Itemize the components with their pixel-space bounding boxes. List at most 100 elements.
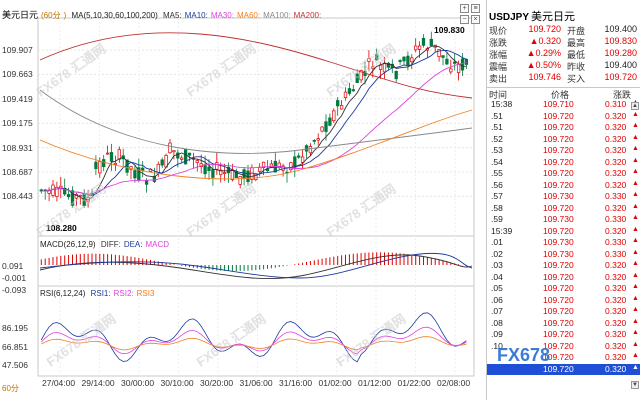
period-button[interactable]: 60分	[2, 384, 19, 393]
tick-row[interactable]: 109.720 0.320 ▲	[487, 363, 640, 375]
tick-row[interactable]: .10 109.720 0.320 ▲	[487, 341, 640, 353]
candle-body	[156, 163, 160, 173]
tick-price: 109.720	[543, 283, 574, 293]
tick-price: 109.720	[543, 179, 574, 190]
tick-price: 109.730	[543, 248, 574, 259]
time-axis-label: 30/20:00	[200, 378, 234, 388]
settings-icon[interactable]: ≡	[471, 4, 480, 13]
quote-row: 涨幅 ▲0.29% 最低 109.280	[489, 48, 639, 60]
tick-row[interactable]: .55 109.720 0.320 ▲	[487, 168, 640, 180]
macd-label: MACD(26,12,9)	[40, 240, 96, 249]
up-arrow-icon: ▲	[632, 363, 639, 371]
tick-row[interactable]: .51 109.720 0.320 ▲	[487, 122, 640, 134]
tick-row[interactable]: .03 109.720 0.320 ▲	[487, 260, 640, 272]
candle-body	[414, 45, 418, 51]
tick-row[interactable]: 109.720 0.320 ▲	[487, 352, 640, 364]
price-axis-label: 109.419	[2, 93, 33, 104]
tick-row[interactable]: .07 109.720 0.320 ▲	[487, 306, 640, 318]
price-axis-label: 108.687	[2, 167, 33, 177]
price-axis-label: 109.907	[2, 45, 33, 55]
tick-row[interactable]: .01 109.730 0.330 ▲	[487, 237, 640, 249]
rsi-axis-label: 66.851	[2, 341, 28, 352]
tick-row[interactable]: .06 109.720 0.320 ▲	[487, 295, 640, 307]
tick-list[interactable]: 15:38 109.710 0.310 ▲ .51 109.720 0.320 ▲ .51 109…	[487, 99, 640, 375]
tick-change: 0.320	[605, 317, 627, 328]
tick-row[interactable]: 15:38 109.710 0.310 ▲	[487, 99, 640, 111]
ma-legend-item: MA30:	[210, 11, 234, 20]
candle-body	[367, 58, 371, 62]
candle-body	[265, 168, 270, 172]
tick-row[interactable]: .57 109.730 0.330 ▲	[487, 191, 640, 203]
tick-row[interactable]: .52 109.720 0.320 ▲	[487, 134, 640, 146]
up-arrow-icon: ▲	[632, 191, 639, 198]
candle-body	[343, 91, 348, 98]
tick-time: .57	[491, 191, 503, 201]
tick-row[interactable]: .04 109.720 0.320 ▲	[487, 272, 640, 284]
tick-change: 0.320	[605, 179, 627, 190]
tick-row[interactable]: .53 109.720 0.320 ▲	[487, 145, 640, 157]
tick-row[interactable]: .58 109.720 0.320 ▲	[487, 203, 640, 215]
rsi-legend-item: RSI3	[136, 289, 155, 298]
rsi-axis-label: 86.195	[2, 323, 28, 333]
price-axis-label: 109.175	[2, 118, 33, 129]
quote-value: ▲0.29%	[526, 48, 561, 58]
tick-row[interactable]: 15:39 109.720 0.320 ▲	[487, 226, 640, 238]
rsi1-line	[40, 312, 467, 363]
tick-time: .56	[491, 179, 503, 190]
tick-row[interactable]: .54 109.720 0.320 ▲	[487, 157, 640, 169]
tick-price: 109.720	[543, 133, 574, 144]
tick-header-price: 价格	[551, 90, 570, 100]
kline-chart-area[interactable]: 美元日元 (60分) MA(5,10,30,60,100,200) MA5: MA1…	[0, 0, 486, 400]
candle-body	[152, 175, 157, 182]
tick-row[interactable]: .05 109.720 0.320 ▲	[487, 283, 640, 295]
scroll-up-icon[interactable]: ▲	[631, 102, 639, 110]
candle-body	[109, 152, 114, 162]
quote-value: ▲0.320	[529, 36, 561, 46]
tick-row[interactable]: .51 109.720 0.320 ▲	[487, 111, 640, 123]
tick-row[interactable]: .08 109.720 0.320 ▲	[487, 318, 640, 330]
scroll-down-icon[interactable]: ▼	[631, 381, 639, 389]
candle-body	[66, 194, 71, 198]
quote-row: 卖出 109.746 买入 109.720	[489, 72, 639, 84]
tick-row[interactable]: .09 109.720 0.320 ▲	[487, 329, 640, 341]
kline-chart-svg[interactable]	[0, 0, 486, 400]
candle-body	[386, 62, 391, 68]
chart-period: 60分	[43, 11, 61, 20]
tick-change: 0.320	[605, 168, 627, 178]
candle-body	[456, 64, 461, 73]
ma100-line	[39, 89, 473, 154]
time-axis-label: 27/04:00	[42, 378, 76, 388]
candle-body	[394, 70, 398, 80]
quote-label: 震幅	[489, 62, 508, 72]
zoom-out-icon[interactable]: −	[460, 15, 469, 24]
tick-time: .07	[491, 306, 503, 316]
up-arrow-icon: ▲	[632, 156, 639, 164]
tick-time: .51	[491, 122, 503, 132]
tick-row[interactable]: .59 109.730 0.330 ▲	[487, 214, 640, 226]
quote-row: 现价 109.720 开盘 109.400	[489, 24, 639, 36]
up-arrow-icon: ▲	[632, 306, 639, 313]
candle-body	[222, 172, 227, 175]
tick-time: .55	[491, 168, 503, 178]
tick-price: 109.720	[543, 329, 574, 339]
close-icon[interactable]: ×	[471, 15, 480, 24]
tick-change: 0.320	[605, 122, 627, 132]
candle-body	[429, 38, 433, 46]
time-axis-label: 29/14:00	[81, 378, 115, 388]
tick-row[interactable]: .56 109.720 0.320 ▲	[487, 180, 640, 192]
time-axis-label: 01/12:00	[358, 378, 392, 388]
low-price-marker: 108.280	[46, 223, 77, 233]
up-arrow-icon: ▲	[632, 133, 639, 141]
candle-body	[168, 142, 172, 154]
up-arrow-icon: ▲	[632, 260, 639, 267]
candle-body	[133, 170, 137, 179]
tick-time: .02	[491, 248, 503, 259]
tick-time: .03	[491, 260, 503, 270]
zoom-in-icon[interactable]: +	[460, 4, 469, 13]
quote-label: 最低	[567, 50, 586, 60]
tick-row[interactable]: .02 109.730 0.330 ▲	[487, 249, 640, 261]
tick-price: 109.720	[543, 110, 574, 121]
up-arrow-icon: ▲	[632, 225, 639, 233]
tick-change: 0.320	[605, 294, 627, 305]
rsi-legend-item: RSI1:	[90, 289, 111, 298]
